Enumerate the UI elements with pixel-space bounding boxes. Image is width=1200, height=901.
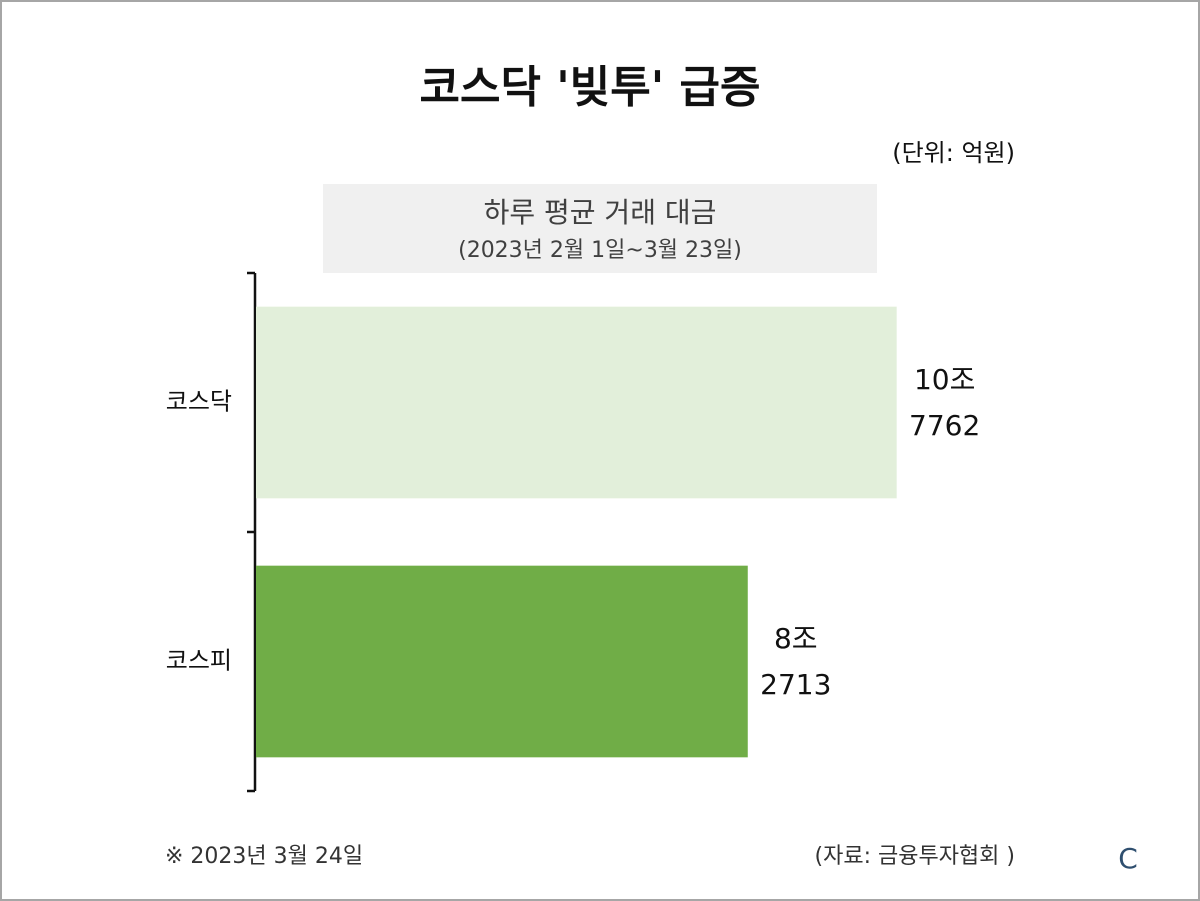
source: (자료: 금융투자협회 )	[815, 844, 1016, 869]
chart-title: 코스닥 '빚투' 급증	[420, 62, 761, 113]
note: ※ 2023년 3월 24일	[165, 844, 363, 869]
bar	[256, 306, 897, 499]
unit-label: (단위: 억원)	[892, 139, 1015, 167]
value-label: 8조 2713	[760, 621, 832, 701]
subtitle: 하루 평균 거래 대금	[484, 196, 717, 229]
value-label: 10조 7762	[909, 362, 981, 442]
y-tick-label: 코스피	[166, 647, 232, 675]
logo: C	[1118, 842, 1138, 875]
bar	[256, 565, 748, 758]
y-tick-label: 코스닥	[166, 388, 232, 416]
category-axis	[247, 271, 257, 793]
period: (2023년 2월 1일~3월 23일)	[458, 238, 742, 263]
subtitle-box	[323, 184, 877, 273]
